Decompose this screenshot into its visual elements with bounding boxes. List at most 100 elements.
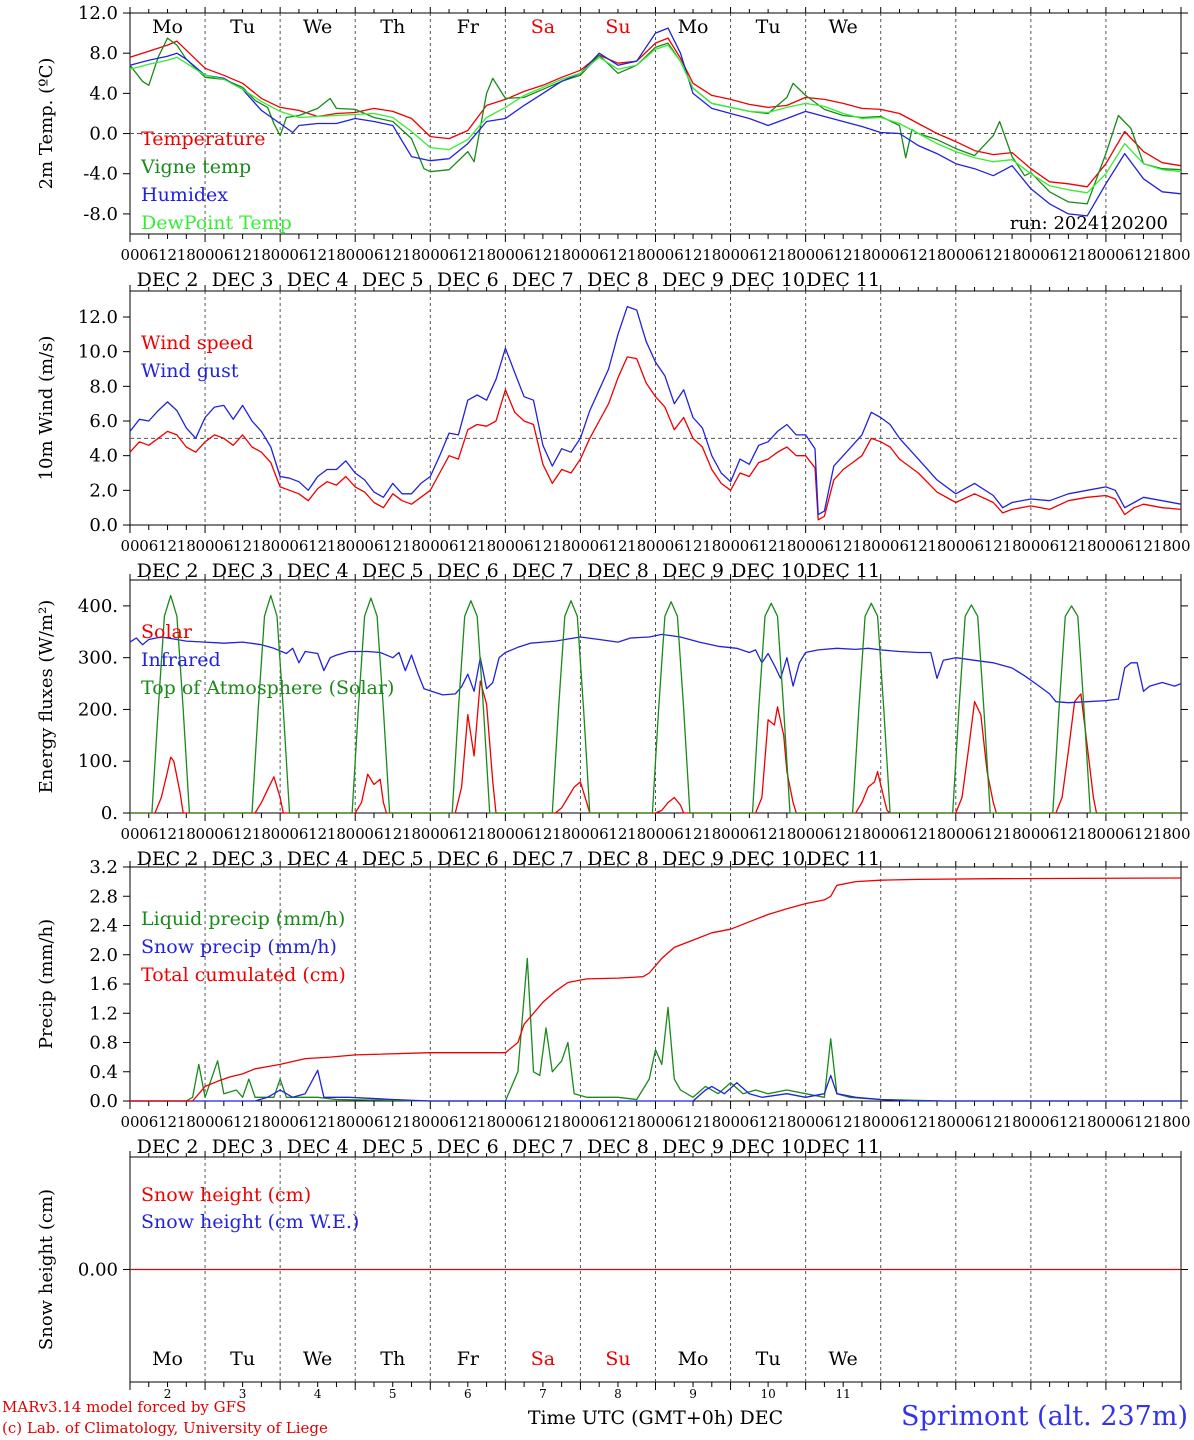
hour-label: 18 <box>477 1113 496 1131</box>
date-label: DEC 9 <box>662 848 724 870</box>
hour-label: 18 <box>927 537 946 555</box>
day-name: We <box>829 1348 858 1370</box>
y-tick-label: 12.0 <box>78 3 118 24</box>
series-top-of-atmosphere-solar- <box>130 594 1181 814</box>
series-infrared <box>129 633 1182 704</box>
hour-label: 12 <box>984 1113 1003 1131</box>
hour-label: 00 <box>196 246 215 264</box>
legend-entry: Wind gust <box>141 360 239 382</box>
legend-entry: Temperature <box>141 128 265 150</box>
hour-label: 18 <box>327 246 346 264</box>
day-name: Tu <box>230 1348 255 1370</box>
hour-label: 12 <box>233 246 252 264</box>
hour-label: 06 <box>1040 825 1059 843</box>
x-axis-label: Time UTC (GMT+0h) DEC <box>528 1407 783 1429</box>
series-temperature <box>129 37 1182 188</box>
hour-label: 12 <box>1134 246 1153 264</box>
date-label: DEC 4 <box>287 848 349 870</box>
hour-label: 12 <box>308 246 327 264</box>
day-number: 9 <box>689 1387 697 1401</box>
series-liquid-precip-mm-h- <box>130 957 1181 1102</box>
hour-label: 18 <box>252 246 271 264</box>
day-name: Mo <box>152 16 183 38</box>
hour-label: 12 <box>683 1113 702 1131</box>
day-number: 11 <box>836 1387 851 1401</box>
hour-label: 18 <box>177 825 196 843</box>
hour-label: 18 <box>1003 825 1022 843</box>
date-label: DEC 9 <box>662 269 724 291</box>
hour-label: 06 <box>139 246 158 264</box>
hour-label: 12 <box>533 825 552 843</box>
hour-label: 06 <box>890 246 909 264</box>
y-tick-label: 10.0 <box>78 342 118 363</box>
day-name: Fr <box>457 16 480 38</box>
hour-label: 06 <box>1040 1113 1059 1131</box>
legend-entry: Infrared <box>141 649 221 671</box>
hour-label: 00 <box>871 1113 890 1131</box>
hour-label: 18 <box>777 825 796 843</box>
day-name: Th <box>380 1348 405 1370</box>
hour-label: 00 <box>120 1113 139 1131</box>
hour-label: 18 <box>702 246 721 264</box>
hour-label: 12 <box>233 537 252 555</box>
hour-label: 00 <box>1096 825 1115 843</box>
date-label: DEC 6 <box>437 560 499 582</box>
hour-label: 06 <box>515 537 534 555</box>
day-name: Su <box>605 1348 630 1370</box>
date-label: DEC 3 <box>212 848 274 870</box>
hour-label: 00 <box>1021 825 1040 843</box>
series-dewpoint-temp <box>129 44 1182 194</box>
y-axis-label: Snow height (cm) <box>36 1189 57 1350</box>
hour-label: 00 <box>646 825 665 843</box>
hour-label: 06 <box>289 825 308 843</box>
hour-label: 12 <box>984 825 1003 843</box>
date-label: DEC 2 <box>137 560 199 582</box>
hour-label: 06 <box>665 1113 684 1131</box>
hour-label: 12 <box>1059 1113 1078 1131</box>
credit-model: MARv3.14 model forced by GFS <box>2 1398 247 1416</box>
date-label: DEC 9 <box>662 560 724 582</box>
hour-label: 00 <box>196 537 215 555</box>
hour-label: 06 <box>364 537 383 555</box>
hour-label: 06 <box>740 537 759 555</box>
y-tick-label: 8.0 <box>89 376 118 397</box>
hour-label: 00 <box>946 246 965 264</box>
hour-label: 06 <box>515 1113 534 1131</box>
hour-label: 12 <box>308 1113 327 1131</box>
y-tick-label: 4.0 <box>89 446 118 467</box>
series-vigne-temp <box>129 37 1182 205</box>
hour-label: 00 <box>796 246 815 264</box>
series-wind-speed <box>129 356 1182 521</box>
date-label: DEC 9 <box>662 1136 724 1158</box>
hour-label: 18 <box>1003 537 1022 555</box>
hour-label: 00 <box>496 825 515 843</box>
y-tick-label: 400. <box>78 596 118 617</box>
date-label: DEC 5 <box>362 269 424 291</box>
date-label: DEC 8 <box>587 1136 649 1158</box>
hour-label: 12 <box>458 246 477 264</box>
legend-entry: Top of Atmosphere (Solar) <box>141 677 394 699</box>
hour-label: 06 <box>515 246 534 264</box>
date-label: DEC 8 <box>587 560 649 582</box>
y-tick-label: 2.0 <box>89 945 118 966</box>
hour-label: 18 <box>927 1113 946 1131</box>
hour-label: 00 <box>646 1113 665 1131</box>
hour-label: 18 <box>702 537 721 555</box>
hour-label: 06 <box>965 246 984 264</box>
date-label: DEC 11 <box>806 269 880 291</box>
hour-label: 18 <box>1078 1113 1097 1131</box>
hour-label: 06 <box>214 246 233 264</box>
hour-label: 00 <box>421 246 440 264</box>
hour-label: 00 <box>571 825 590 843</box>
hour-label: 00 <box>346 1113 365 1131</box>
hour-label: 00 <box>871 246 890 264</box>
hour-label: 00 <box>571 246 590 264</box>
hour-label: 18 <box>627 1113 646 1131</box>
hour-label: 00 <box>1096 1113 1115 1131</box>
y-tick-label: 0.0 <box>89 1091 118 1112</box>
hour-label: 00 <box>871 825 890 843</box>
y-tick-label: 2.4 <box>89 916 118 937</box>
hour-label: 00 <box>721 537 740 555</box>
hour-label: 00 <box>646 246 665 264</box>
hour-label: 00 <box>796 1113 815 1131</box>
